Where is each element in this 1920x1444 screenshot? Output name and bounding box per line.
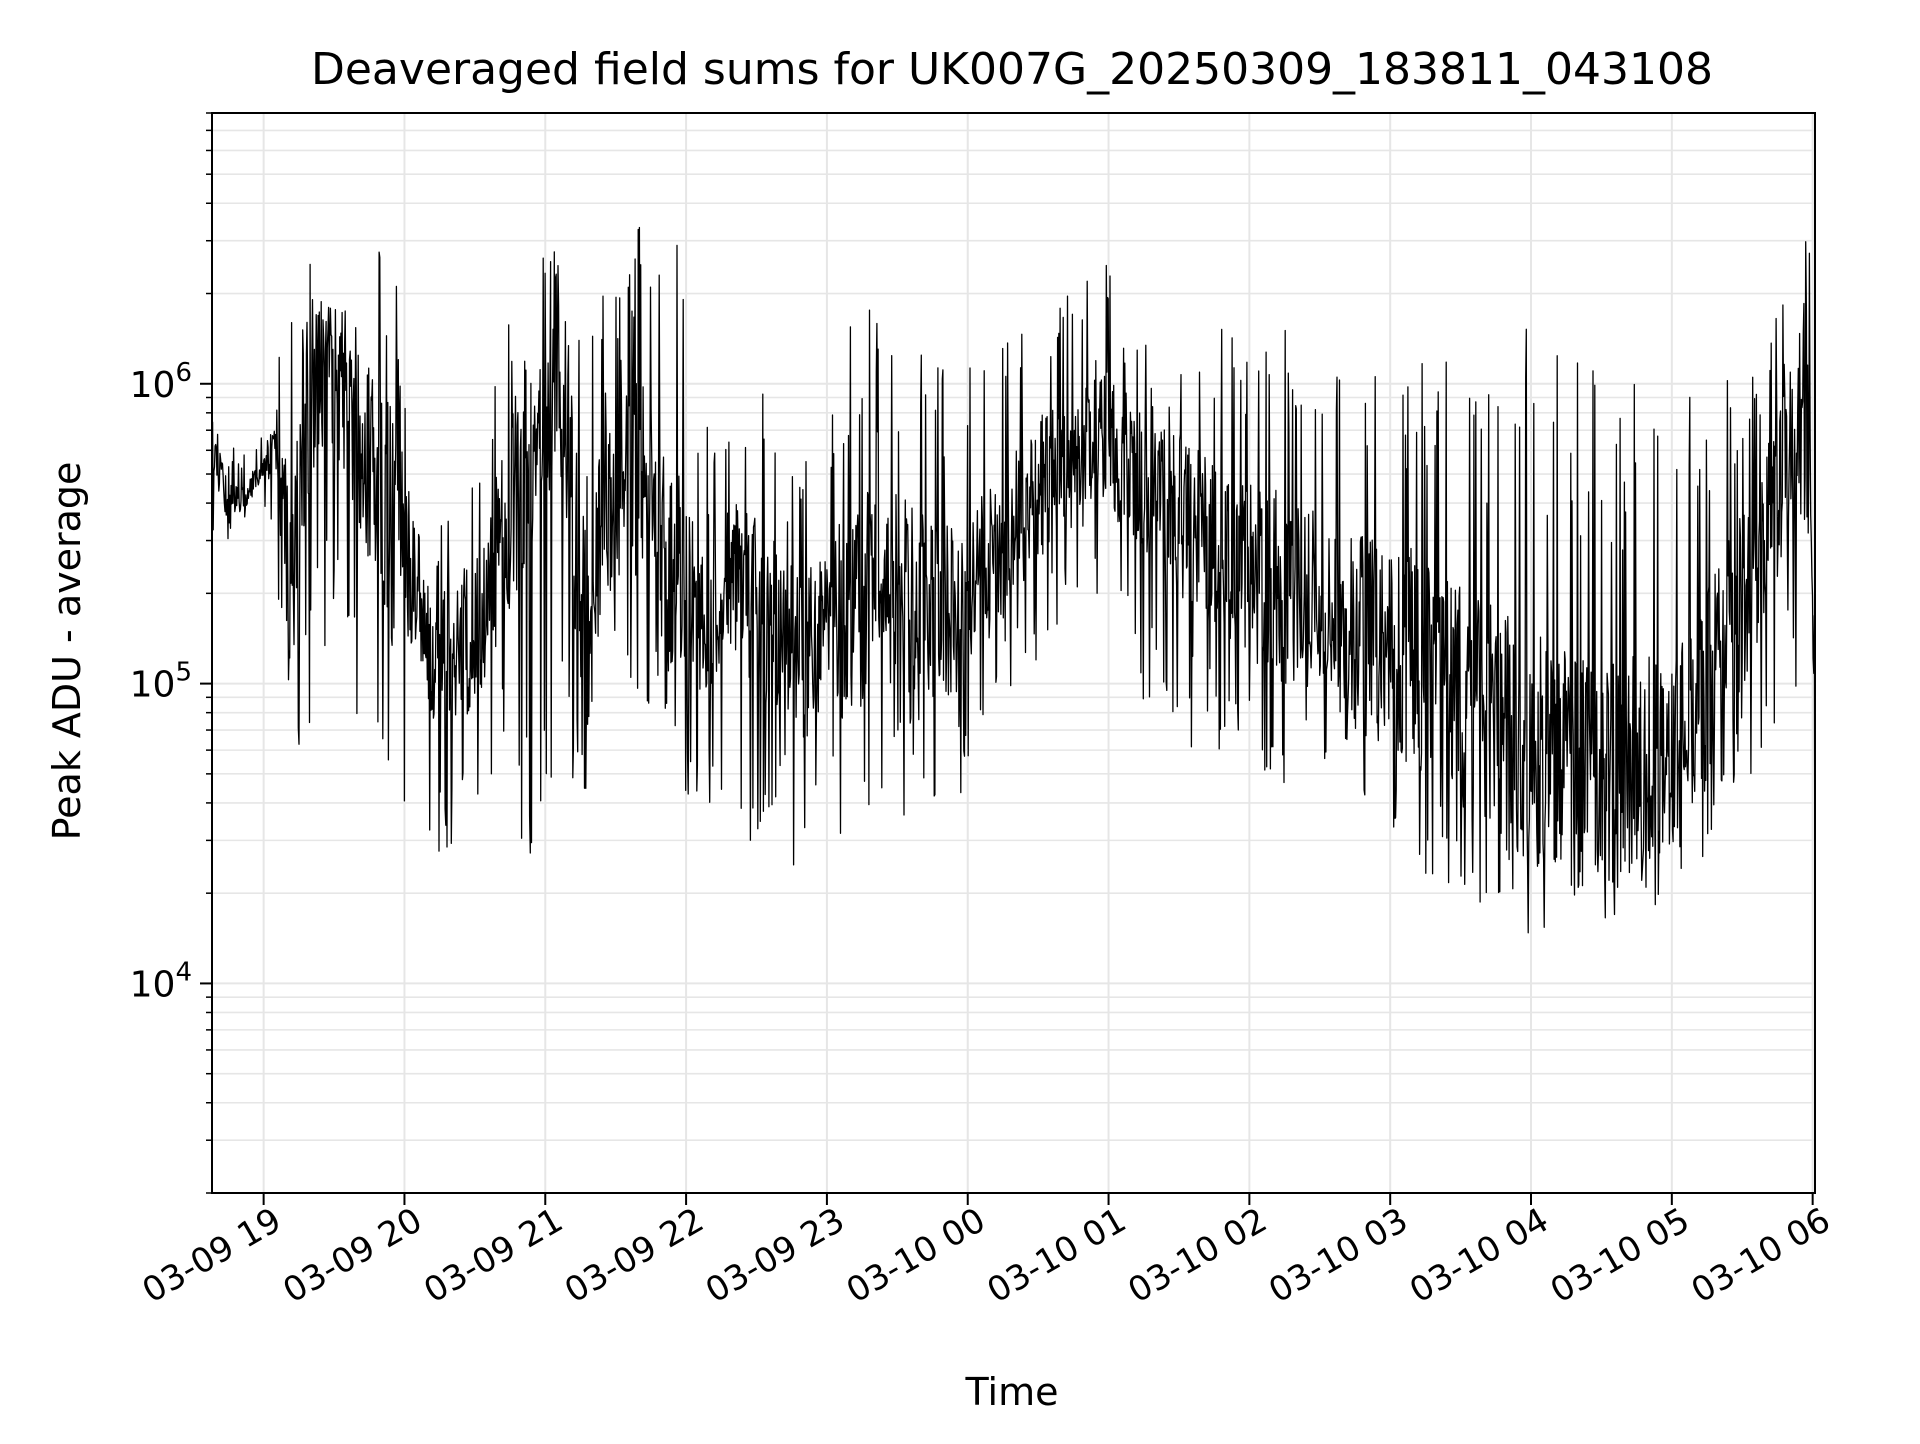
series-line: [211, 226, 1816, 1057]
y-axis-label: Peak ADU - average: [45, 462, 89, 841]
y-tick-label: 104: [130, 957, 192, 1005]
data-area: [211, 226, 1816, 1057]
x-axis-label: Time: [965, 1370, 1059, 1414]
y-tick-label: 105: [130, 658, 192, 706]
chart-title: Deaveraged field sums for UK007G_2025030…: [311, 44, 1713, 95]
y-tick-label: 106: [130, 358, 192, 406]
plot-frame: [211, 112, 1816, 1194]
